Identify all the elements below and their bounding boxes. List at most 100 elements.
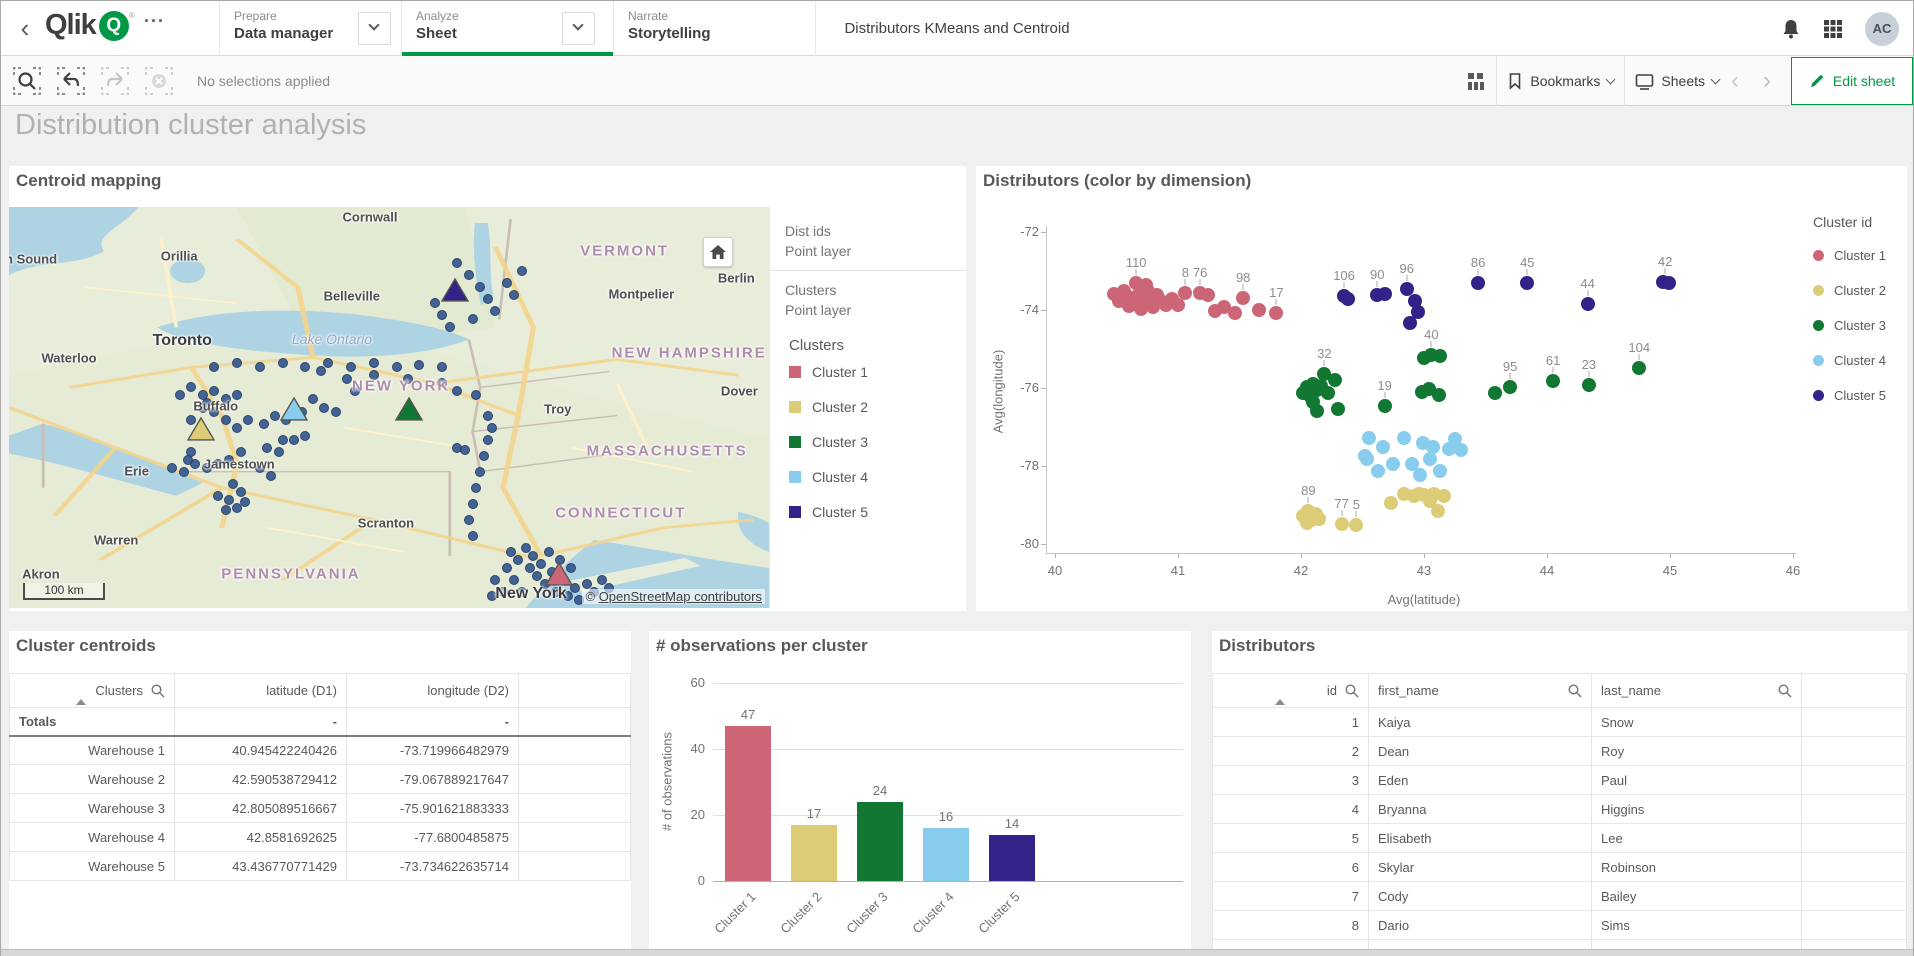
scatter-point[interactable] <box>1412 487 1427 502</box>
scatter-point[interactable] <box>1520 276 1535 291</box>
qlik-logo[interactable]: Qlik Q ® <box>45 9 135 42</box>
more-options-icon[interactable]: ··· <box>144 11 165 31</box>
table-cell[interactable]: Bailey <box>1591 881 1802 911</box>
scatter-point[interactable] <box>1503 379 1518 394</box>
table-cell[interactable]: 5 <box>1212 823 1369 853</box>
column-search-button[interactable] <box>1345 683 1359 698</box>
scatter-point[interactable] <box>1300 515 1315 530</box>
table-cell[interactable]: -77.6800485875 <box>346 822 519 852</box>
map-point[interactable] <box>467 530 478 541</box>
table-cell[interactable]: -75.901621883333 <box>346 793 519 823</box>
column-header-longitude-d2-[interactable]: longitude (D2) <box>346 673 519 708</box>
scatter-point[interactable] <box>1309 404 1324 419</box>
scatter-point[interactable] <box>1425 439 1440 454</box>
table-cell[interactable]: 40.945422240426 <box>174 735 347 765</box>
scatter-legend-item[interactable]: Cluster 5 <box>1813 388 1905 403</box>
table-cell[interactable]: Warehouse 1 <box>9 735 175 765</box>
scatter-point[interactable] <box>1321 385 1336 400</box>
map-point[interactable] <box>224 454 235 465</box>
column-search-button[interactable] <box>1778 683 1792 698</box>
scatter-point[interactable] <box>1488 386 1503 401</box>
table-cell[interactable]: 42.590538729412 <box>174 764 347 794</box>
map-point[interactable] <box>186 414 197 425</box>
table-cell[interactable]: Dario <box>1368 910 1592 940</box>
bar-plot-area[interactable]: 0 20 40 60 # of observations 47 Cluster 1 17 Clu… <box>649 631 1191 949</box>
map-point[interactable] <box>232 422 242 433</box>
scatter-point[interactable] <box>1408 294 1423 309</box>
map-point[interactable] <box>190 458 201 469</box>
map-point[interactable] <box>509 290 520 301</box>
map-point[interactable] <box>232 390 242 401</box>
map-point[interactable] <box>228 478 239 489</box>
avatar[interactable]: AC <box>1865 11 1899 46</box>
table-cell[interactable]: -73.734622635714 <box>346 851 519 881</box>
table-cell[interactable]: 7 <box>1212 881 1369 911</box>
table-cell[interactable]: -73.719966482979 <box>346 735 519 765</box>
map-legend-item[interactable]: Cluster 5 <box>789 504 966 520</box>
table-cell[interactable]: Higgins <box>1591 794 1802 824</box>
scatter-legend-item[interactable]: Cluster 4 <box>1813 353 1905 368</box>
map-point[interactable] <box>266 470 277 481</box>
map-home-button[interactable] <box>703 237 733 267</box>
table-cell[interactable]: 3 <box>1212 765 1369 795</box>
table-cell[interactable]: Hood <box>1591 939 1802 949</box>
map-centroid-marker[interactable] <box>544 561 574 592</box>
map-point[interactable] <box>596 574 607 585</box>
column-search-button[interactable] <box>151 683 165 698</box>
scatter-point[interactable] <box>1397 430 1412 445</box>
map-point[interactable] <box>490 306 501 317</box>
map-point[interactable] <box>235 446 246 457</box>
scatter-point[interactable] <box>1453 442 1468 457</box>
map-point[interactable] <box>308 394 318 405</box>
table-cell[interactable]: Warehouse 3 <box>9 793 175 823</box>
bar[interactable] <box>923 828 969 881</box>
map-point[interactable] <box>273 446 284 457</box>
map-point[interactable] <box>277 434 288 445</box>
map-point[interactable] <box>520 542 531 553</box>
map-canvas[interactable]: n Sound Orillia Cornwall VERMONT Berlin Montp… <box>9 207 769 608</box>
map-point[interactable] <box>182 454 193 465</box>
scatter-point[interactable] <box>1171 298 1185 313</box>
next-sheet-chevron[interactable]: › <box>1751 67 1783 95</box>
scatter-point[interactable] <box>1581 378 1596 393</box>
map-layer-entry[interactable]: Dist ids Point layer <box>785 221 966 270</box>
scatter-point[interactable] <box>1227 306 1242 321</box>
scatter-point[interactable] <box>1423 451 1438 466</box>
map-point[interactable] <box>570 582 581 593</box>
scatter-point[interactable] <box>1349 518 1364 533</box>
scatter-point[interactable] <box>1178 285 1193 300</box>
column-header-id[interactable]: id <box>1212 673 1369 708</box>
scatter-legend-item[interactable]: Cluster 3 <box>1813 318 1905 333</box>
analyze-dropdown-button[interactable] <box>562 12 595 45</box>
scatter-point[interactable] <box>1447 431 1462 446</box>
map-legend-item[interactable]: Cluster 3 <box>789 434 966 450</box>
map-point[interactable] <box>509 574 520 585</box>
map-point[interactable] <box>444 322 455 333</box>
map-point[interactable] <box>323 358 334 369</box>
map-point[interactable] <box>342 374 353 385</box>
scatter-point[interactable] <box>1431 388 1446 403</box>
table-cell[interactable]: 6 <box>1212 852 1369 882</box>
map-point[interactable] <box>209 406 220 417</box>
map-point[interactable] <box>486 590 497 601</box>
step-back-icon[interactable] <box>55 65 87 97</box>
map-point[interactable] <box>300 430 311 441</box>
scatter-point[interactable] <box>1252 303 1267 317</box>
map-point[interactable] <box>167 462 178 473</box>
bookmarks-button[interactable]: Bookmarks <box>1507 72 1616 90</box>
map-point[interactable] <box>513 554 524 565</box>
map-point[interactable] <box>368 358 379 369</box>
scatter-point[interactable] <box>1430 504 1445 519</box>
scatter-point[interactable] <box>1361 430 1376 445</box>
map-point[interactable] <box>437 310 448 321</box>
map-point[interactable] <box>581 578 592 589</box>
map-point[interactable] <box>224 494 235 505</box>
map-point[interactable] <box>262 442 273 453</box>
map-legend-item[interactable]: Cluster 4 <box>789 469 966 485</box>
map-point[interactable] <box>460 444 470 455</box>
scatter-point[interactable] <box>1317 366 1332 381</box>
scatter-point[interactable] <box>1312 512 1327 527</box>
scatter-point[interactable] <box>1330 402 1345 417</box>
map-point[interactable] <box>482 294 493 305</box>
map-point[interactable] <box>532 570 543 581</box>
